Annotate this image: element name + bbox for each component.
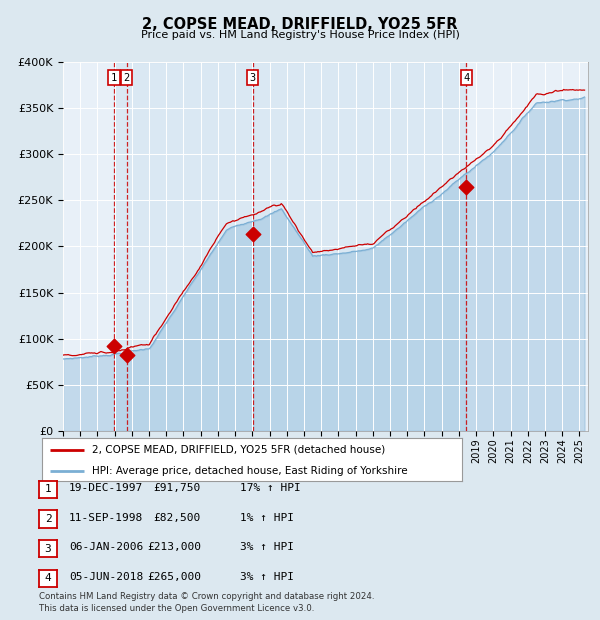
Text: 2: 2 <box>44 514 52 524</box>
Point <box>109 342 119 352</box>
Text: 1: 1 <box>44 484 52 494</box>
Bar <box>253 62 466 431</box>
Text: 11-SEP-1998: 11-SEP-1998 <box>69 513 143 523</box>
Text: Price paid vs. HM Land Registry's House Price Index (HPI): Price paid vs. HM Land Registry's House … <box>140 30 460 40</box>
Text: £213,000: £213,000 <box>147 542 201 552</box>
Text: 4: 4 <box>463 73 469 82</box>
Text: £91,750: £91,750 <box>154 483 201 493</box>
Point <box>122 350 131 360</box>
Point <box>248 229 257 239</box>
Text: 2: 2 <box>124 73 130 82</box>
Text: 06-JAN-2006: 06-JAN-2006 <box>69 542 143 552</box>
Text: 3: 3 <box>44 544 52 554</box>
Text: 17% ↑ HPI: 17% ↑ HPI <box>240 483 301 493</box>
Text: 1% ↑ HPI: 1% ↑ HPI <box>240 513 294 523</box>
Text: 3% ↑ HPI: 3% ↑ HPI <box>240 542 294 552</box>
Text: Contains HM Land Registry data © Crown copyright and database right 2024.: Contains HM Land Registry data © Crown c… <box>39 592 374 601</box>
Text: 4: 4 <box>44 574 52 583</box>
Text: 3: 3 <box>250 73 256 82</box>
Bar <box>114 62 253 431</box>
Point <box>461 182 471 192</box>
Text: HPI: Average price, detached house, East Riding of Yorkshire: HPI: Average price, detached house, East… <box>92 466 408 476</box>
Text: 05-JUN-2018: 05-JUN-2018 <box>69 572 143 582</box>
Text: £82,500: £82,500 <box>154 513 201 523</box>
Text: This data is licensed under the Open Government Licence v3.0.: This data is licensed under the Open Gov… <box>39 603 314 613</box>
Text: 2, COPSE MEAD, DRIFFIELD, YO25 5FR: 2, COPSE MEAD, DRIFFIELD, YO25 5FR <box>142 17 458 32</box>
Text: 2, COPSE MEAD, DRIFFIELD, YO25 5FR (detached house): 2, COPSE MEAD, DRIFFIELD, YO25 5FR (deta… <box>92 445 386 454</box>
Text: 1: 1 <box>111 73 117 82</box>
Text: 3% ↑ HPI: 3% ↑ HPI <box>240 572 294 582</box>
Text: 19-DEC-1997: 19-DEC-1997 <box>69 483 143 493</box>
Text: £265,000: £265,000 <box>147 572 201 582</box>
